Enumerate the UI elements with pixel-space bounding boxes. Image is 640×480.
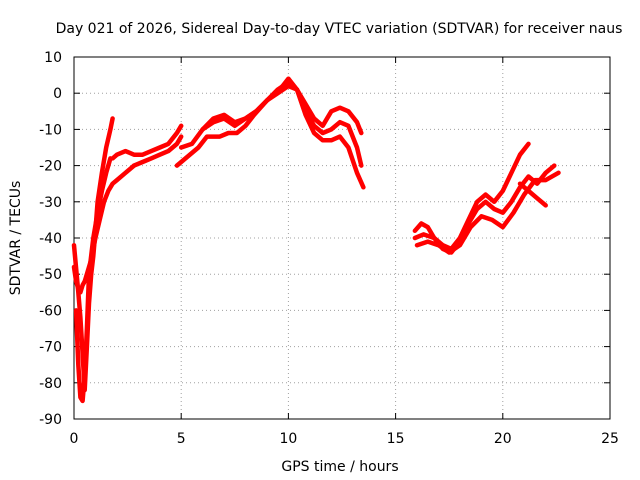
y-tick-label: -70 — [39, 340, 62, 356]
series-line-segment — [110, 123, 184, 161]
x-tick-label: 25 — [601, 431, 619, 447]
x-tick-label: 5 — [177, 431, 186, 447]
series-satellite-track-c — [71, 76, 561, 295]
x-axis-label: GPS time / hours — [281, 459, 398, 475]
y-tick-label: -80 — [39, 376, 62, 392]
y-tick-label: -60 — [39, 303, 62, 319]
series-line-segment — [412, 141, 531, 252]
y-tick-label: -90 — [39, 412, 62, 428]
y-axis-label: SDTVAR / TECUs — [8, 181, 24, 296]
x-tick-label: 15 — [387, 431, 405, 447]
grid-lines — [74, 57, 610, 419]
y-tick-label: 0 — [53, 86, 62, 102]
y-axis: 10 0 -10 -20 -30 -40 -50 -60 -70 -80 -90 — [39, 50, 610, 428]
y-tick-label: -40 — [39, 231, 62, 247]
series-line-segment — [174, 76, 366, 190]
series-line-segment — [71, 163, 137, 295]
series-line-segment — [131, 134, 184, 168]
y-tick-label: -20 — [39, 159, 62, 175]
series-line-segment — [517, 181, 548, 208]
y-tick-label: -10 — [39, 122, 62, 138]
x-axis: 0 5 10 15 20 25 — [70, 57, 619, 447]
data-series — [71, 76, 561, 404]
series-line-segment — [414, 170, 561, 255]
x-tick-label: 10 — [279, 431, 297, 447]
y-tick-label: 10 — [44, 50, 62, 66]
x-tick-label: 0 — [70, 431, 79, 447]
y-tick-label: -30 — [39, 195, 62, 211]
y-tick-label: -50 — [39, 267, 62, 283]
x-tick-label: 20 — [494, 431, 512, 447]
series-line-segment — [73, 156, 113, 404]
chart-title: Day 021 of 2026, Sidereal Day-to-day VTE… — [56, 21, 623, 37]
